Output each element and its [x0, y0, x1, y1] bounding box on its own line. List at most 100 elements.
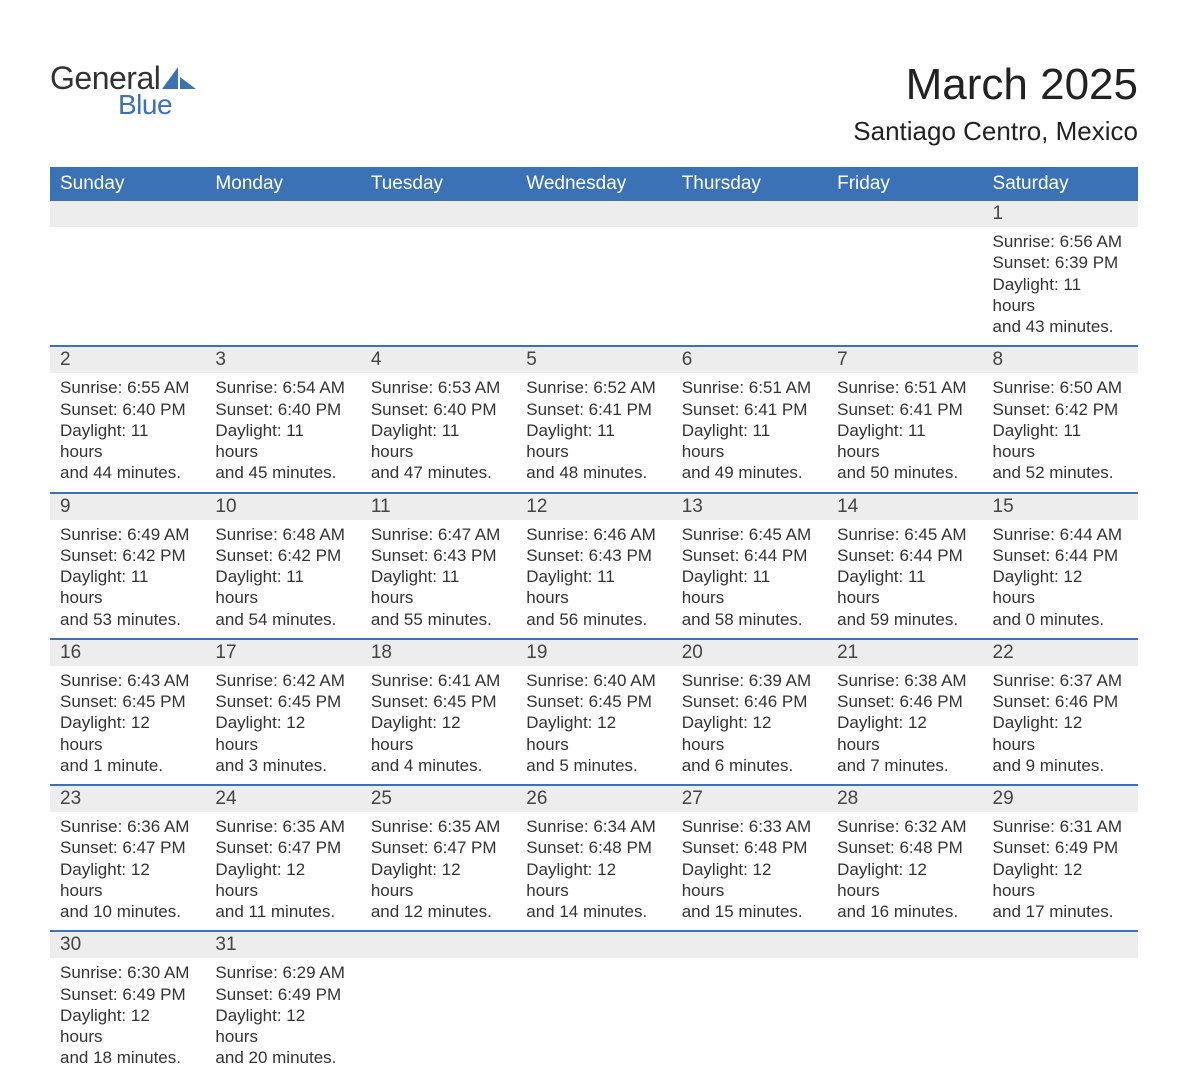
sunset-text: Sunset: 6:48 PM [837, 837, 972, 858]
day-header: Friday [827, 167, 982, 201]
daylight-text-line2: and 50 minutes. [837, 462, 972, 483]
day-number: 24 [205, 786, 360, 812]
day-number [672, 201, 827, 227]
sunset-text: Sunset: 6:45 PM [215, 691, 350, 712]
sunset-text: Sunset: 6:42 PM [60, 545, 195, 566]
daylight-text-line1: Daylight: 11 hours [60, 420, 195, 463]
daylight-text-line2: and 59 minutes. [837, 609, 972, 630]
daylight-text-line2: and 52 minutes. [993, 462, 1128, 483]
sunset-text: Sunset: 6:45 PM [371, 691, 506, 712]
sunrise-text: Sunrise: 6:47 AM [371, 524, 506, 545]
daylight-text-line2: and 6 minutes. [682, 755, 817, 776]
day-number: 15 [983, 494, 1138, 520]
day-detail: Sunrise: 6:55 AMSunset: 6:40 PMDaylight:… [50, 373, 205, 491]
daylight-text-line1: Daylight: 12 hours [837, 712, 972, 755]
day-detail: Sunrise: 6:48 AMSunset: 6:42 PMDaylight:… [205, 520, 360, 638]
sunrise-text: Sunrise: 6:43 AM [60, 670, 195, 691]
day-detail: Sunrise: 6:54 AMSunset: 6:40 PMDaylight:… [205, 373, 360, 491]
daylight-text-line1: Daylight: 12 hours [682, 859, 817, 902]
sunset-text: Sunset: 6:49 PM [60, 984, 195, 1005]
sunrise-text: Sunrise: 6:33 AM [682, 816, 817, 837]
day-detail: Sunrise: 6:45 AMSunset: 6:44 PMDaylight:… [672, 520, 827, 638]
daylight-text-line1: Daylight: 12 hours [60, 1005, 195, 1048]
day-number [672, 932, 827, 958]
sunset-text: Sunset: 6:46 PM [837, 691, 972, 712]
day-detail [827, 958, 982, 1076]
daylight-text-line2: and 4 minutes. [371, 755, 506, 776]
day-detail: Sunrise: 6:51 AMSunset: 6:41 PMDaylight:… [672, 373, 827, 491]
day-detail-row: Sunrise: 6:55 AMSunset: 6:40 PMDaylight:… [50, 373, 1138, 491]
daylight-text-line2: and 55 minutes. [371, 609, 506, 630]
sunset-text: Sunset: 6:47 PM [371, 837, 506, 858]
daylight-text-line1: Daylight: 11 hours [215, 420, 350, 463]
daylight-text-line1: Daylight: 11 hours [215, 566, 350, 609]
day-number: 14 [827, 494, 982, 520]
daylight-text-line2: and 17 minutes. [993, 901, 1128, 922]
day-number: 26 [516, 786, 671, 812]
day-number [983, 932, 1138, 958]
sunset-text: Sunset: 6:41 PM [837, 399, 972, 420]
sunrise-text: Sunrise: 6:34 AM [526, 816, 661, 837]
daylight-text-line2: and 1 minute. [60, 755, 195, 776]
daylight-text-line1: Daylight: 12 hours [215, 712, 350, 755]
day-detail: Sunrise: 6:53 AMSunset: 6:40 PMDaylight:… [361, 373, 516, 491]
day-number: 2 [50, 347, 205, 373]
sunset-text: Sunset: 6:44 PM [682, 545, 817, 566]
daylight-text-line1: Daylight: 12 hours [837, 859, 972, 902]
daylight-text-line2: and 47 minutes. [371, 462, 506, 483]
daylight-text-line2: and 9 minutes. [993, 755, 1128, 776]
day-number: 1 [983, 201, 1138, 227]
sunset-text: Sunset: 6:46 PM [993, 691, 1128, 712]
day-detail [361, 958, 516, 1076]
day-number: 7 [827, 347, 982, 373]
daylight-text-line2: and 12 minutes. [371, 901, 506, 922]
daylight-text-line1: Daylight: 12 hours [682, 712, 817, 755]
day-number: 20 [672, 640, 827, 666]
day-detail: Sunrise: 6:37 AMSunset: 6:46 PMDaylight:… [983, 666, 1138, 784]
daylight-text-line1: Daylight: 12 hours [371, 712, 506, 755]
sunrise-text: Sunrise: 6:35 AM [215, 816, 350, 837]
sunrise-text: Sunrise: 6:50 AM [993, 377, 1128, 398]
daylight-text-line2: and 53 minutes. [60, 609, 195, 630]
daylight-text-line1: Daylight: 12 hours [526, 859, 661, 902]
day-header: Sunday [50, 167, 205, 201]
day-number: 10 [205, 494, 360, 520]
daylight-text-line1: Daylight: 11 hours [371, 566, 506, 609]
day-detail: Sunrise: 6:39 AMSunset: 6:46 PMDaylight:… [672, 666, 827, 784]
daylight-text-line1: Daylight: 12 hours [993, 566, 1128, 609]
sunrise-text: Sunrise: 6:52 AM [526, 377, 661, 398]
day-number [827, 932, 982, 958]
day-number-row: 16171819202122 [50, 638, 1138, 666]
day-number [361, 932, 516, 958]
sunrise-text: Sunrise: 6:41 AM [371, 670, 506, 691]
daylight-text-line1: Daylight: 11 hours [993, 420, 1128, 463]
daylight-text-line2: and 49 minutes. [682, 462, 817, 483]
sunrise-text: Sunrise: 6:56 AM [993, 231, 1128, 252]
sunrise-text: Sunrise: 6:51 AM [837, 377, 972, 398]
daylight-text-line1: Daylight: 11 hours [837, 420, 972, 463]
sunrise-text: Sunrise: 6:45 AM [837, 524, 972, 545]
daylight-text-line2: and 48 minutes. [526, 462, 661, 483]
day-number: 8 [983, 347, 1138, 373]
day-detail [205, 227, 360, 345]
daylight-text-line2: and 11 minutes. [215, 901, 350, 922]
sunset-text: Sunset: 6:45 PM [60, 691, 195, 712]
daylight-text-line2: and 43 minutes. [993, 316, 1128, 337]
page-header: General Blue March 2025 Santiago Centro,… [50, 60, 1138, 147]
sunset-text: Sunset: 6:40 PM [60, 399, 195, 420]
sunset-text: Sunset: 6:41 PM [526, 399, 661, 420]
day-number: 6 [672, 347, 827, 373]
day-detail: Sunrise: 6:32 AMSunset: 6:48 PMDaylight:… [827, 812, 982, 930]
day-detail-row: Sunrise: 6:56 AMSunset: 6:39 PMDaylight:… [50, 227, 1138, 345]
day-detail: Sunrise: 6:34 AMSunset: 6:48 PMDaylight:… [516, 812, 671, 930]
day-number: 5 [516, 347, 671, 373]
day-number [827, 201, 982, 227]
sunset-text: Sunset: 6:48 PM [526, 837, 661, 858]
sunset-text: Sunset: 6:42 PM [215, 545, 350, 566]
sunset-text: Sunset: 6:47 PM [215, 837, 350, 858]
day-header: Wednesday [516, 167, 671, 201]
daylight-text-line1: Daylight: 11 hours [526, 566, 661, 609]
day-number: 21 [827, 640, 982, 666]
day-number-row: 1 [50, 201, 1138, 227]
sunset-text: Sunset: 6:44 PM [993, 545, 1128, 566]
